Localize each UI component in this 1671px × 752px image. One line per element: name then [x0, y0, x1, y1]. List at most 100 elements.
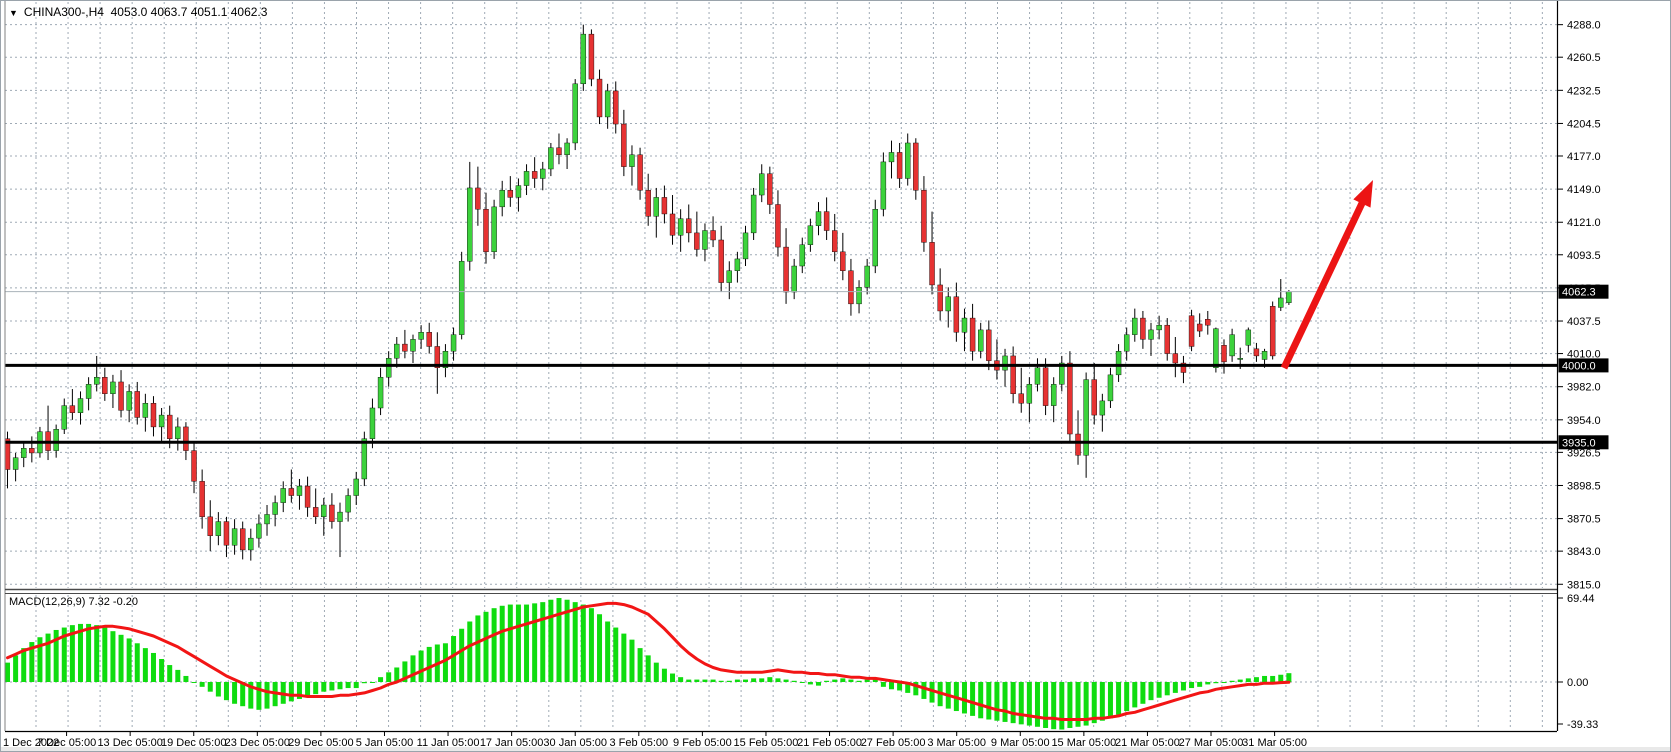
macd-histogram-bar	[499, 605, 505, 682]
bull-candle-body	[548, 147, 554, 170]
macd-histogram-bar	[1059, 682, 1065, 730]
symbol-dropdown-icon[interactable]: ▼	[9, 8, 18, 18]
bull-candle-body	[467, 187, 473, 262]
macd-histogram-bar	[1156, 682, 1162, 698]
bear-candle-body	[669, 213, 676, 236]
bull-candle-body	[280, 488, 286, 503]
bull-candle-body	[53, 429, 59, 451]
macd-histogram-bar	[807, 682, 813, 685]
bear-candle-body	[823, 211, 830, 231]
macd-histogram-bar	[1051, 682, 1057, 730]
time-tick-label: 11 Jan 05:00	[417, 737, 480, 749]
macd-histogram-bar	[442, 643, 448, 682]
macd-histogram-bar	[199, 682, 205, 687]
current-price-tag-box	[1558, 284, 1609, 299]
bear-candle-body	[531, 171, 538, 179]
bull-candle-body	[353, 478, 359, 496]
time-tick-label: 9 Mar 05:00	[991, 737, 1050, 749]
bear-candle-body	[207, 516, 213, 536]
macd-histogram-bar	[1107, 682, 1113, 719]
bull-candle-body	[321, 504, 327, 518]
price-tick-label: 4260.5	[1567, 52, 1601, 64]
level-price-tag: 3935.0	[1562, 437, 1596, 449]
bull-candle-body	[515, 185, 522, 198]
macd-histogram-bar	[872, 678, 878, 682]
macd-histogram-bar	[410, 655, 416, 682]
bear-candle-body	[304, 485, 311, 508]
bull-candle-body	[856, 287, 862, 305]
bear-candle-body	[1067, 362, 1073, 435]
macd-histogram-bar	[1262, 675, 1268, 682]
bear-candle-body	[1253, 348, 1260, 357]
price-tick-label: 4010.0	[1567, 349, 1601, 361]
current-price-tag: 4062.3	[1562, 287, 1596, 299]
bear-candle-body	[402, 343, 408, 352]
price-tick-label: 4204.5	[1567, 118, 1601, 130]
time-tick-label: 31 Mar 05:00	[1242, 737, 1307, 749]
bull-candle-body	[1107, 374, 1114, 402]
macd-histogram-bar	[1018, 682, 1024, 725]
price-tick-label: 3982.0	[1567, 382, 1601, 394]
bull-candle-body	[1026, 384, 1033, 404]
bear-candle-body	[183, 426, 189, 451]
bull-candle-body	[734, 258, 741, 271]
bear-candle-body	[434, 346, 441, 368]
macd-histogram-bar	[718, 680, 724, 682]
bull-candle-body	[978, 329, 984, 352]
bear-candle-body	[166, 414, 173, 439]
macd-histogram-bar	[183, 675, 189, 682]
level-price-tag: 4000.0	[1562, 360, 1596, 372]
macd-histogram-bar	[21, 648, 27, 682]
macd-histogram-bar	[1083, 682, 1089, 726]
macd-histogram-bar	[150, 652, 156, 682]
bull-candle-body	[815, 211, 822, 226]
price-tick-label: 4121.0	[1567, 217, 1601, 229]
bull-candle-body	[1050, 384, 1057, 406]
time-tick-label: 21 Feb 05:00	[797, 737, 862, 749]
bear-candle-body	[588, 33, 595, 80]
macd-histogram-bar	[353, 682, 359, 689]
macd-signal-line	[6, 601, 1291, 721]
macd-histogram-bar	[1010, 682, 1016, 724]
bear-candle-body	[645, 190, 651, 217]
macd-histogram-bar	[37, 637, 43, 682]
macd-histogram-bar	[507, 604, 513, 682]
macd-histogram-bar	[69, 625, 75, 682]
macd-histogram-bar	[167, 665, 173, 682]
trend-arrow-shaft[interactable]	[1280, 198, 1367, 370]
bull-candle-body	[110, 381, 116, 394]
macd-histogram-bar	[661, 668, 667, 682]
macd-histogram-bar	[451, 636, 457, 682]
macd-histogram-bar	[248, 682, 254, 709]
macd-histogram-bar	[775, 678, 781, 682]
bull-candle-body	[442, 350, 449, 368]
bull-candle-body	[450, 334, 457, 352]
bull-candle-body	[807, 225, 814, 245]
macd-histogram-bar	[961, 682, 967, 714]
macd-histogram-bar	[759, 678, 765, 682]
price-tick-label: 3926.5	[1567, 447, 1601, 459]
bear-candle-body	[1180, 362, 1187, 373]
bull-candle-body	[264, 514, 270, 525]
macd-tick-label: 0.00	[1567, 677, 1588, 689]
bear-candle-body	[783, 246, 789, 293]
macd-histogram-bar	[1189, 682, 1195, 689]
macd-histogram-bar	[670, 673, 676, 682]
bear-candle-body	[1205, 319, 1211, 326]
trend-arrow-head[interactable]	[1353, 180, 1373, 208]
macd-histogram-bar	[159, 659, 165, 682]
macd-histogram-bar	[240, 682, 246, 707]
bull-candle-body	[540, 168, 546, 179]
macd-histogram-bar	[296, 682, 302, 699]
bear-candle-body	[475, 187, 481, 210]
macd-histogram-bar	[191, 682, 197, 683]
bull-candle-body	[458, 261, 465, 335]
macd-histogram-bar	[978, 682, 984, 719]
bull-candle-body	[1115, 350, 1122, 376]
time-tick-label: 5 Jan 05:00	[356, 737, 414, 749]
price-tick-label: 4232.5	[1567, 85, 1601, 97]
price-tick-label: 4288.0	[1567, 20, 1601, 32]
macd-histogram-bar	[1002, 682, 1008, 722]
macd-histogram-bar	[426, 646, 432, 682]
